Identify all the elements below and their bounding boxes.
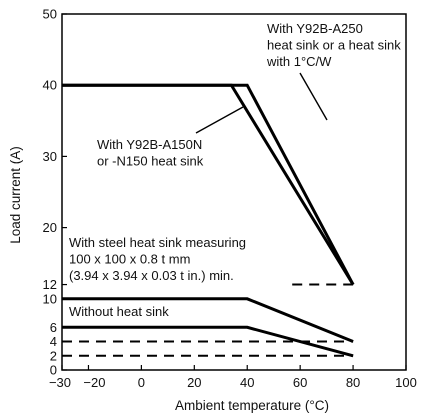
annotation-text: or -N150 heat sink: [97, 154, 204, 169]
y-tick-label: 30: [43, 149, 57, 164]
annotation-text: With steel heat sink measuring: [69, 235, 246, 250]
annotation-text: 100 x 100 x 0.8 t mm: [69, 252, 190, 267]
x-tick-label: 100: [395, 375, 417, 390]
x-tick-label: −20: [83, 375, 105, 390]
x-tick-label: 20: [187, 375, 201, 390]
plot-frame: [61, 13, 407, 371]
series-line: [62, 83, 355, 286]
series-line: [62, 297, 354, 343]
y-tick-label: 10: [43, 291, 57, 306]
y-tick-label: 40: [43, 78, 57, 93]
y-tick-label: 0: [50, 363, 57, 378]
y-tick-label: 4: [50, 334, 57, 349]
y-axis-title: Load current (A): [8, 146, 23, 244]
annotation-text: with 1°C/W: [266, 54, 332, 69]
annotation-text: With Y92B-A250: [267, 21, 363, 36]
series-line: [62, 325, 354, 358]
annotation-leader: [195, 106, 244, 134]
annotation-leader: [299, 72, 328, 121]
x-tick-label: −30: [49, 375, 71, 390]
x-tick-label: 60: [293, 375, 307, 390]
annotation-text: (3.94 x 3.94 x 0.03 t in.) min.: [69, 268, 234, 283]
y-tick-label: 2: [50, 348, 57, 363]
annotation-text: Without heat sink: [69, 304, 169, 319]
y-tick-label: 20: [43, 220, 57, 235]
x-axis-title: Ambient temperature (°C): [175, 398, 329, 413]
x-tick-label: 80: [346, 375, 360, 390]
y-tick-label: 50: [43, 7, 57, 22]
plot-area: [62, 14, 406, 370]
x-tick-label: 0: [138, 375, 145, 390]
y-tick-label: 12: [43, 277, 57, 292]
y-tick-label: 6: [50, 320, 57, 335]
annotation-text: With Y92B-A150N: [97, 137, 202, 152]
annotation-text: heat sink or a heat sink: [267, 38, 401, 53]
x-tick-label: 40: [240, 375, 254, 390]
